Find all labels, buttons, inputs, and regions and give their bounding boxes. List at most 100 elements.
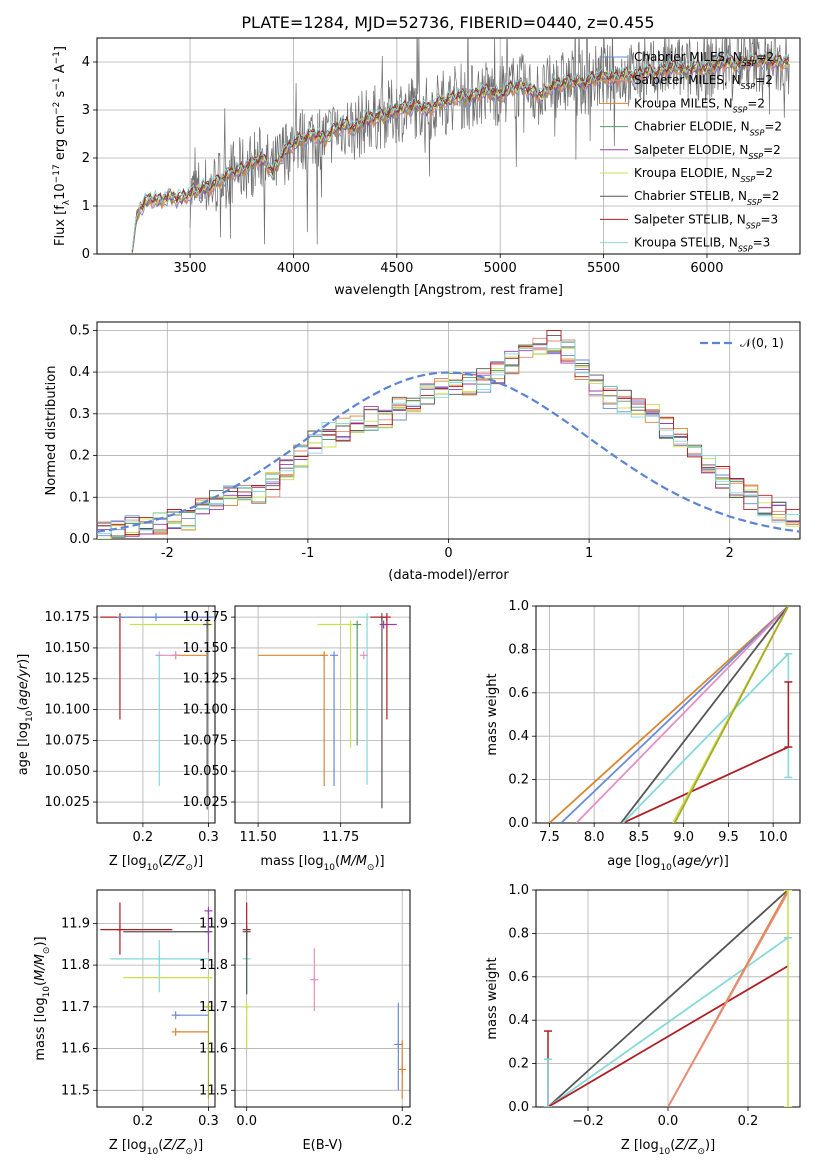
x-axis-label: Z [log10(Z/Z⊙)] — [621, 1138, 715, 1157]
data-point — [155, 651, 164, 787]
x-tick-label: 2 — [726, 546, 734, 561]
data-point — [370, 613, 391, 720]
y-tick-label: 0.4 — [508, 1013, 529, 1028]
y-tick-label: 11.9 — [61, 916, 90, 931]
legend-entry: Kroupa STELIB, NSSP=3 — [634, 236, 770, 254]
x-tick-label: 5000 — [484, 261, 517, 276]
y-axis-label: Flux [fλ10−17 erg cm−2 s−1 A−1] — [52, 46, 72, 246]
y-tick-label: 11.8 — [199, 958, 228, 973]
model-spectrum-line — [131, 50, 790, 252]
data-point — [357, 613, 372, 785]
label-part: ( — [672, 854, 677, 869]
label-part: 10 — [147, 863, 159, 873]
label-part: ( — [16, 706, 31, 711]
y-tick-label: 10.050 — [183, 764, 229, 779]
legend-part: =2 — [747, 96, 765, 110]
label-part: age [log — [607, 854, 660, 869]
legend-entry: Salpeter STELIB, NSSP=3 — [634, 212, 778, 230]
x-axis-label: mass [log10(M/M⊙)] — [260, 854, 384, 873]
label-part: Z/Z — [674, 1138, 698, 1153]
label-part: 10 — [147, 1147, 159, 1157]
series-line — [560, 606, 790, 823]
age-vs-mass-axes: 11.50 11.75 10.025 10.050 10.075 10.100 10.125… — [183, 605, 411, 845]
axes-frame — [96, 321, 801, 540]
error-bar — [784, 890, 792, 1107]
legend-part: =2 — [764, 120, 782, 134]
label-part: Z [log — [109, 1138, 147, 1153]
axes-frame — [234, 605, 411, 824]
series-line — [575, 606, 790, 823]
x-tick-label: 8.5 — [629, 830, 650, 845]
mass-vs-Z-axes: 0.2 0.3 11.5 11.6 11.7 11.8 11.9 — [61, 889, 219, 1129]
y-tick-label: 10.175 — [183, 610, 229, 625]
x-tick-label: 3500 — [173, 261, 206, 276]
y-tick-label: 10.075 — [45, 733, 91, 748]
label-part: mass [log — [260, 854, 323, 869]
label-part: 10 — [53, 183, 68, 200]
label-part: )] — [374, 854, 384, 869]
label-part: mass [log — [33, 997, 48, 1060]
model-spectrum-line — [131, 51, 790, 251]
mass-vs-EBV-axes: 0.0 0.2 11.5 11.6 11.7 11.8 11.9 — [199, 889, 413, 1129]
legend-part: =3 — [760, 212, 778, 226]
y-tick-label: 11.7 — [61, 1000, 90, 1015]
label-part: −17 — [52, 164, 62, 183]
label-part: Flux [f — [53, 205, 68, 246]
x-tick-label: 0.2 — [133, 1114, 154, 1129]
series-line — [620, 606, 790, 823]
series-line — [622, 746, 789, 823]
legend-part: SSP — [750, 128, 765, 137]
data-point — [110, 940, 209, 993]
error-bar — [544, 1058, 552, 1107]
label-part: −2 — [52, 102, 62, 115]
axes-frame — [96, 37, 801, 255]
y-tick-label: 10.025 — [183, 795, 229, 810]
axes-frame — [96, 605, 216, 824]
label-part: s — [53, 90, 68, 101]
age-vs-Z-axes: 0.2 0.3 10.025 10.050 10.075 10.100 10.125 10.1… — [45, 605, 219, 845]
x-tick-label: 0.0 — [658, 1114, 679, 1129]
data-point — [258, 651, 329, 787]
legend-entry: Kroupa MILES, NSSP=2 — [634, 96, 765, 114]
y-tick-label: 0.8 — [508, 926, 529, 941]
y-tick-label: 0.2 — [508, 773, 529, 788]
data-point — [242, 1002, 251, 1049]
series-line — [547, 965, 789, 1107]
y-tick-label: 0 — [82, 247, 90, 262]
series-line — [548, 606, 790, 823]
label-part: 10 — [659, 1147, 671, 1157]
data-point — [156, 651, 180, 660]
x-tick-label: 11.50 — [240, 830, 277, 845]
y-tick-label: 1 — [82, 199, 90, 214]
label-part: ⊙ — [367, 863, 375, 873]
x-tick-label: 1 — [585, 546, 593, 561]
y-axis-label: mass [log10(M/M⊙)] — [33, 936, 52, 1060]
x-tick-label: 11.75 — [322, 830, 359, 845]
massweight-vs-age-plot — [548, 606, 793, 823]
age-vs-Z-plot — [100, 613, 215, 810]
y-tick-label: 0.0 — [69, 532, 90, 547]
series-line — [673, 606, 790, 823]
y-tick-label: 10.050 — [45, 764, 91, 779]
legend-part: SSP — [747, 198, 762, 207]
legend-part: Chabrier STELIB, N — [634, 189, 747, 203]
mass-vs-Z-plot — [100, 902, 213, 1099]
y-tick-label: 10.150 — [45, 641, 91, 656]
legend-part: Kroupa STELIB, N — [634, 236, 738, 250]
legend-entry: Kroupa ELODIE, NSSP=2 — [634, 166, 773, 184]
residuals-axes: -2 -1 0 1 2 0.0 0.1 0.2 0.3 0.4 0.5 — [69, 321, 801, 561]
y-tick-label: 10.125 — [183, 672, 229, 687]
legend-part: Salpeter MILES, N — [634, 73, 741, 87]
legend-entry: Salpeter MILES, NSSP=2 — [634, 73, 773, 91]
label-part: ( — [158, 1138, 163, 1153]
residual-legend: 𝒩(0, 1) — [700, 336, 784, 350]
label-part: )] — [193, 1138, 203, 1153]
x-axis-label: E(B-V) — [302, 1138, 342, 1153]
normal-curve — [97, 371, 800, 533]
y-tick-label: 0.6 — [508, 686, 529, 701]
y-tick-label: 0.5 — [69, 323, 90, 338]
mass-vs-EBV-plot — [242, 902, 407, 1099]
x-axis-label: Z [log10(Z/Z⊙)] — [109, 1138, 203, 1157]
